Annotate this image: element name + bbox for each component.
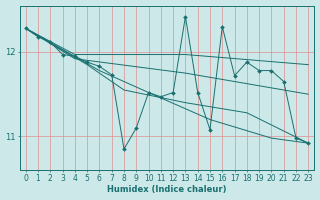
X-axis label: Humidex (Indice chaleur): Humidex (Indice chaleur) [107, 185, 227, 194]
